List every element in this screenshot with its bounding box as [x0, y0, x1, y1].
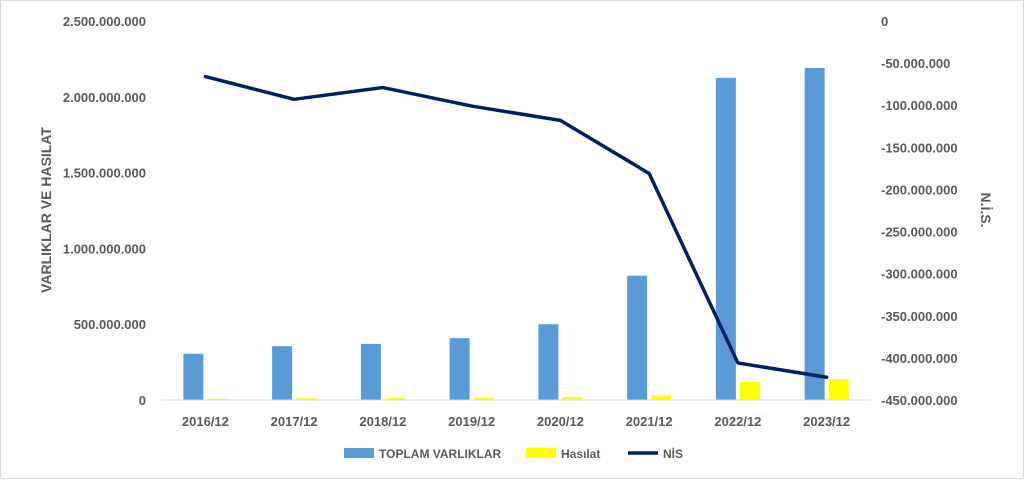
legend: TOPLAM VARLIKLAR Hasılat NİS: [344, 446, 683, 461]
bar-toplam-varliklar-2021-12: [627, 275, 648, 400]
x-tick-label: 2018/12: [359, 414, 406, 429]
y-right-tick-label: -50.000.000: [881, 56, 950, 71]
legend-swatch-hasilat: [526, 448, 556, 458]
x-tick-label: 2019/12: [448, 414, 495, 429]
x-tick-label: 2016/12: [182, 414, 229, 429]
bar-toplam-varliklar-2023-12: [804, 67, 825, 400]
bar-toplam-varliklar-2019-12: [449, 338, 470, 400]
y-right-tick-label: -400.000.000: [881, 351, 958, 366]
y-left-tick-label: 2.000.000.000: [63, 90, 146, 105]
bar-toplam-varliklar-2018-12: [360, 343, 381, 400]
bar-hasilat-2022-12: [739, 381, 760, 400]
y-right-tick-label: -200.000.000: [881, 182, 958, 197]
y-right-tick-label: -350.000.000: [881, 309, 958, 324]
bar-toplam-varliklar-2017-12: [272, 346, 293, 400]
y-left-tick-label: 2.500.000.000: [63, 14, 146, 29]
x-tick-label: 2022/12: [714, 414, 761, 429]
bar-hasilat-2020-12: [562, 396, 583, 400]
y-right-tick-label: -250.000.000: [881, 225, 958, 240]
bars-layer: [183, 67, 849, 400]
bar-hasilat-2021-12: [651, 395, 672, 400]
y-right-tick-label: -100.000.000: [881, 98, 958, 113]
y-left-tick-label: 1.500.000.000: [63, 166, 146, 181]
y-left-tick-label: 500.000.000: [74, 317, 146, 332]
bar-toplam-varliklar-2016-12: [183, 353, 204, 400]
x-tick-label: 2017/12: [271, 414, 318, 429]
x-tick-labels: 2016/12 2017/12 2018/12 2019/12 2020/12 2021/…: [182, 414, 850, 429]
x-tick-label: 2021/12: [626, 414, 673, 429]
y-right-tick-label: 0: [881, 14, 888, 29]
line-layer: [203, 74, 829, 380]
bar-hasilat-2018-12: [384, 398, 405, 400]
bar-hasilat-2019-12: [473, 397, 494, 400]
legend-label: TOPLAM VARLIKLAR: [379, 447, 502, 461]
legend-swatch-toplam-varliklar: [344, 448, 374, 458]
y-left-tick-label: 1.000.000.000: [63, 241, 146, 256]
y-right-tick-labels: 0 -50.000.000 -100.000.000 -150.000.000 -200…: [881, 14, 958, 408]
legend-label: NİS: [663, 446, 683, 461]
bar-hasilat-2023-12: [828, 379, 849, 400]
y-right-tick-label: -450.000.000: [881, 393, 958, 408]
bar-toplam-varliklar-2020-12: [538, 324, 559, 400]
bar-hasilat-2017-12: [296, 398, 317, 400]
legend-label: Hasılat: [561, 447, 600, 461]
x-tick-label: 2020/12: [537, 414, 584, 429]
y-right-tick-label: -150.000.000: [881, 140, 958, 155]
y-left-tick-labels: 0 500.000.000 1.000.000.000 1.500.000.000 2.…: [63, 14, 146, 408]
y-left-axis-title: VARLIKLAR VE HASILAT: [38, 127, 54, 293]
line-nis: [203, 74, 829, 380]
bar-toplam-varliklar-2022-12: [715, 77, 736, 400]
y-right-tick-label: -300.000.000: [881, 267, 958, 282]
y-right-axis-title: N.İ.S.: [978, 192, 994, 227]
bar-hasilat-2016-12: [207, 398, 228, 400]
y-left-tick-label: 0: [139, 393, 146, 408]
x-tick-label: 2023/12: [803, 414, 850, 429]
